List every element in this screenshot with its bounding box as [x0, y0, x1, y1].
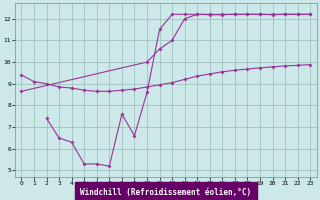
X-axis label: Windchill (Refroidissement éolien,°C): Windchill (Refroidissement éolien,°C)	[80, 188, 252, 197]
